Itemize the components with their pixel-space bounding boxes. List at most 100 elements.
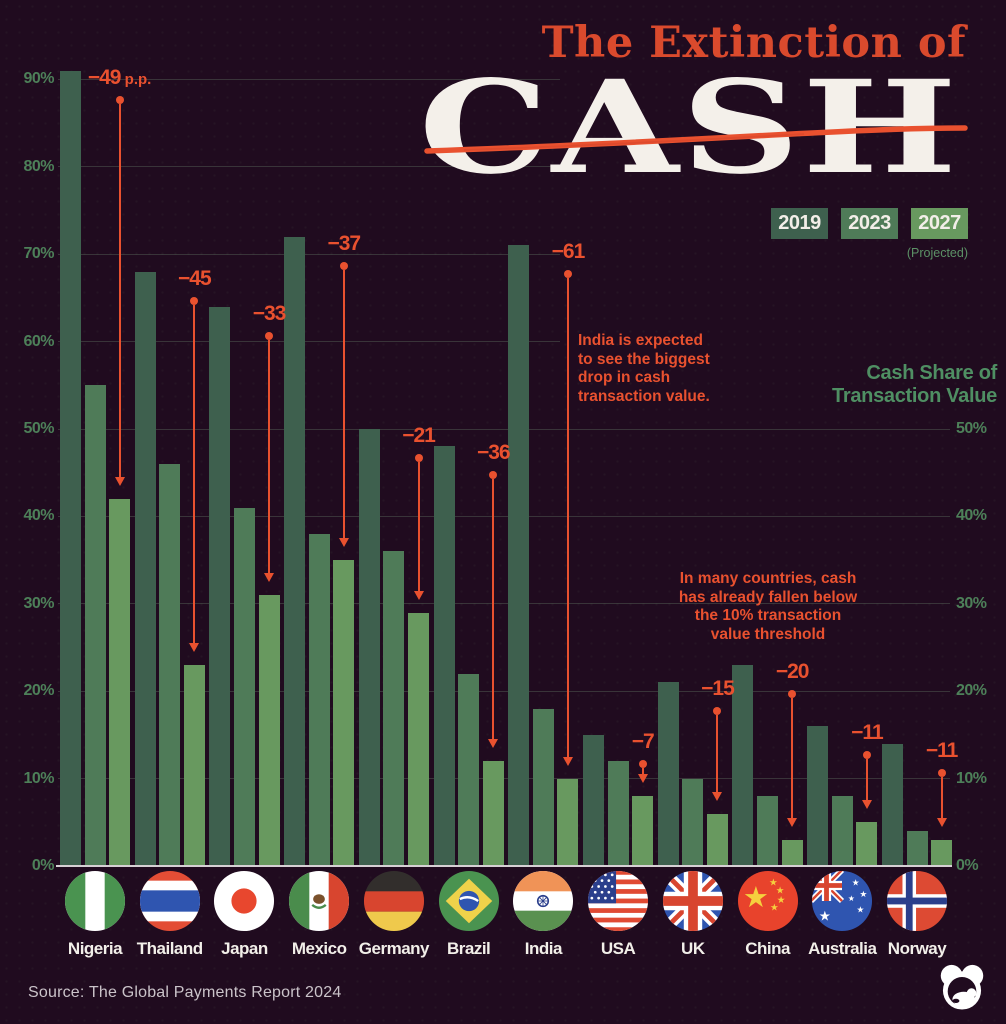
drop-arrow-line xyxy=(791,697,794,820)
drop-dot xyxy=(190,296,199,305)
bar-mexico-2023 xyxy=(308,533,330,866)
title-cash: CASH xyxy=(419,53,960,203)
drop-dot xyxy=(339,261,348,270)
drop-label-germany: −21 xyxy=(402,424,436,447)
y-axis-tick-right: 10% xyxy=(956,769,987,787)
drop-arrow-line xyxy=(940,776,943,820)
y-axis-tick-right: 40% xyxy=(956,507,987,525)
y-axis-tick-right: 30% xyxy=(956,594,987,612)
drop-arrowhead xyxy=(264,573,275,583)
drop-arrowhead xyxy=(861,800,872,810)
drop-dot xyxy=(788,689,797,698)
drop-label-usa: −7 xyxy=(631,729,655,753)
drop-arrow-line xyxy=(342,269,345,541)
bar-thailand-2019 xyxy=(134,271,156,866)
drop-label-suffix: p.p. xyxy=(120,70,152,88)
bar-brazil-2027 xyxy=(482,761,504,866)
bar-uk-2019 xyxy=(657,682,679,866)
bar-norway-2027 xyxy=(931,839,953,866)
bar-brazil-2019 xyxy=(433,446,455,866)
gridline-60 xyxy=(58,341,560,343)
legend: 2019 2023 2027 xyxy=(771,208,968,239)
drop-label-brazil: −36 xyxy=(476,441,511,465)
drop-arrow-line xyxy=(193,304,196,645)
drop-dot xyxy=(713,707,722,716)
bar-usa-2019 xyxy=(583,734,604,866)
drop-arrowhead xyxy=(338,538,349,548)
drop-label-norway: −11 xyxy=(925,738,958,762)
drop-arrow-line xyxy=(118,103,121,479)
bar-china-2027 xyxy=(781,839,803,866)
bar-germany-2027 xyxy=(408,612,430,866)
gridline-90 xyxy=(58,78,560,80)
drop-arrowhead xyxy=(936,817,947,827)
drop-arrowhead xyxy=(413,590,424,600)
legend-swatch-2023: 2023 xyxy=(841,208,898,239)
bar-uk-2023 xyxy=(682,778,704,866)
drop-label-china: −20 xyxy=(775,659,810,683)
drop-dot xyxy=(414,454,423,462)
bar-australia-2027 xyxy=(856,822,878,866)
drop-label-india: −61 xyxy=(551,240,586,264)
drop-arrow-line xyxy=(865,759,868,803)
drop-dot xyxy=(563,270,572,279)
bar-uk-2027 xyxy=(706,813,728,866)
visual-capitalist-logo-icon xyxy=(940,964,984,1010)
source-credit: Source: The Global Payments Report 2024 xyxy=(28,984,342,1001)
bar-india-2023 xyxy=(532,708,554,866)
gridline-40 xyxy=(58,515,950,517)
drop-arrow-line xyxy=(417,462,420,593)
bar-germany-2023 xyxy=(383,551,405,866)
bar-india-2027 xyxy=(557,778,579,866)
drop-arrowhead xyxy=(189,642,200,652)
drop-arrow-line xyxy=(268,339,271,576)
gridline-50 xyxy=(58,428,950,430)
legend-swatch-2027: 2027 xyxy=(911,208,968,239)
bar-japan-2023 xyxy=(233,507,255,866)
note-threshold: In many countries, cash has already fall… xyxy=(678,570,858,643)
drop-label-nigeria: −49 p.p. xyxy=(87,65,152,89)
y-axis-tick-left: 0% xyxy=(31,857,55,874)
legend-swatch-2019: 2019 xyxy=(771,208,828,239)
y-axis-tick-left: 50% xyxy=(23,420,54,437)
bar-norway-2019 xyxy=(881,743,903,866)
y-axis-tick-left: 60% xyxy=(23,332,54,350)
y-axis-tick-left: 80% xyxy=(23,157,54,175)
bar-japan-2027 xyxy=(258,595,280,866)
drop-arrowhead xyxy=(562,756,573,766)
y-axis-tick-right: 0% xyxy=(956,857,979,874)
bar-mexico-2019 xyxy=(284,236,306,866)
axis-right-title: Cash Share of Transaction Value xyxy=(832,362,997,407)
y-axis-tick-left: 30% xyxy=(23,594,54,612)
bar-brazil-2023 xyxy=(458,673,480,866)
bar-japan-2019 xyxy=(209,306,231,866)
drop-arrow-line xyxy=(641,767,644,777)
drop-arrow-line xyxy=(492,479,495,742)
x-axis-line xyxy=(56,865,952,867)
drop-arrowhead xyxy=(114,476,125,486)
drop-label-japan: −33 xyxy=(252,301,287,325)
y-axis-tick-left: 40% xyxy=(23,507,54,525)
drop-dot xyxy=(115,95,124,104)
y-axis-tick-right: 20% xyxy=(956,682,987,700)
drop-arrowhead xyxy=(712,791,723,801)
drop-dot xyxy=(489,471,498,480)
bar-usa-2027 xyxy=(632,796,654,866)
gridline-10 xyxy=(58,778,950,780)
bar-nigeria-2027 xyxy=(109,498,131,866)
bar-mexico-2027 xyxy=(333,560,355,866)
y-axis-tick-left: 70% xyxy=(23,245,54,263)
y-axis-tick-right: 50% xyxy=(956,420,987,437)
gridline-70 xyxy=(58,253,560,255)
y-axis-tick-left: 20% xyxy=(23,682,54,700)
gridline-20 xyxy=(58,690,950,692)
drop-dot xyxy=(862,751,871,760)
drop-label-thailand: −45 xyxy=(178,266,212,290)
drop-dot xyxy=(638,759,647,768)
note-india: India is expected to see the biggest dro… xyxy=(578,332,710,405)
bar-australia-2019 xyxy=(807,726,829,866)
bar-china-2019 xyxy=(732,664,754,866)
drop-arrow-line xyxy=(566,278,569,759)
gridline-30 xyxy=(58,603,950,605)
